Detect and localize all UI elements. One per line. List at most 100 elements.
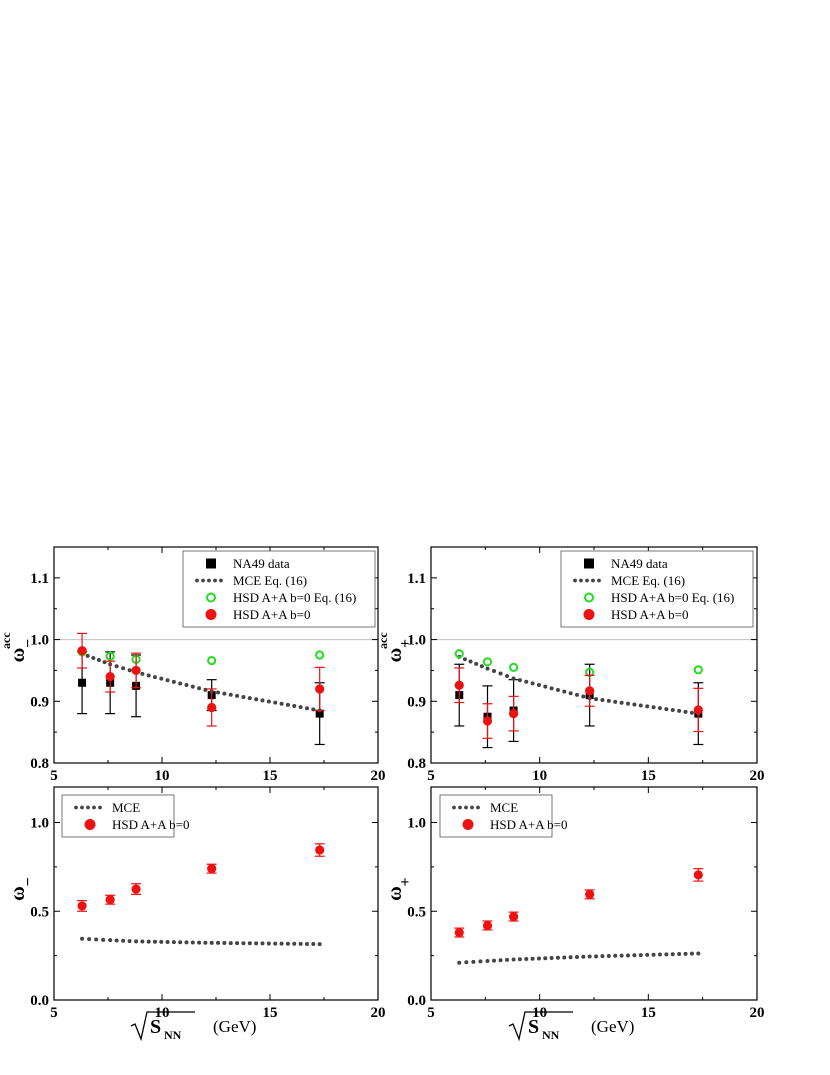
legend-item: NA49 data	[584, 556, 668, 571]
y-axis-label-sub: +	[397, 639, 414, 648]
data-point-filled-circle	[454, 680, 464, 690]
data-point-filled-circle	[585, 889, 595, 899]
mce-dot	[632, 953, 637, 958]
mce-dot	[241, 695, 246, 700]
mce-dot	[574, 955, 579, 960]
mce-dot	[632, 702, 637, 707]
mce-dot	[549, 956, 554, 961]
series-hsd-a-a-b-0-eq-16-	[454, 649, 703, 677]
legend-marker-dot	[80, 805, 84, 810]
y-tick-label: 1.0	[407, 633, 426, 649]
mce-dot	[664, 707, 669, 712]
legend-marker-dot	[476, 805, 480, 810]
mce-dot	[492, 669, 497, 674]
x-tick-label: 15	[641, 768, 656, 784]
mce-dot	[101, 937, 106, 942]
legend-item: HSD A+A b=0 Eq. (16)	[584, 590, 734, 605]
mce-dot	[606, 698, 611, 703]
mce-dot	[91, 655, 96, 660]
mce-dot	[317, 942, 322, 947]
mce-dot	[524, 679, 529, 684]
legend-label: MCE Eq. (16)	[233, 573, 307, 588]
series-na49-data	[77, 651, 325, 746]
mce-dot	[216, 940, 221, 945]
mce-dot	[664, 952, 669, 957]
mce-dot	[457, 960, 462, 965]
y-tick-label: 0.0	[407, 993, 426, 1009]
mce-dot	[266, 699, 271, 704]
legend-label: HSD A+A b=0	[611, 607, 689, 622]
mce-dot	[536, 683, 541, 688]
mce-dot	[285, 941, 290, 946]
data-point-open-circle	[315, 650, 325, 660]
mce-dot	[485, 666, 490, 671]
data-point-filled-circle	[315, 684, 325, 694]
legend-label: MCE	[112, 800, 140, 815]
y-axis-label-sub: +	[397, 877, 414, 886]
mce-dot	[247, 941, 252, 946]
legend-marker-dot	[219, 578, 223, 583]
legend-label: HSD A+A b=0	[112, 817, 190, 832]
legend-marker-dot	[579, 578, 583, 583]
data-point-filled-circle	[693, 705, 703, 715]
mce-dot	[260, 698, 265, 703]
mce-dot	[498, 671, 503, 676]
mce-dot	[134, 939, 139, 944]
data-point-square	[78, 678, 87, 687]
legend-item: MCE	[452, 800, 518, 815]
data-point-filled-circle	[482, 716, 493, 726]
x-tick-label: 5	[50, 1005, 58, 1021]
mce-dot	[581, 954, 586, 959]
x-label-unit: (GeV)	[591, 1017, 634, 1036]
mce-dot	[462, 657, 467, 662]
y-tick-label: 1.1	[30, 571, 49, 587]
mce-dot	[165, 678, 170, 683]
data-point-open-circle	[454, 649, 464, 659]
y-axis-label-sub: −	[20, 877, 37, 886]
mce-dot	[581, 694, 586, 699]
mce-dot	[492, 958, 497, 963]
mce-dot	[683, 951, 688, 956]
mce-dot	[152, 675, 157, 680]
series-mce-eq-16-	[457, 654, 701, 716]
x-tick-label: 20	[750, 768, 765, 784]
y-axis-label-sub: −	[20, 639, 37, 648]
mce-dot	[114, 938, 119, 943]
x-tick-label: 10	[532, 1005, 547, 1021]
data-point-filled-circle	[105, 672, 115, 682]
y-tick-label: 0.9	[407, 694, 426, 710]
mce-dot	[543, 956, 548, 961]
mce-dot	[190, 940, 195, 945]
y-axis-label-sup: acc	[376, 632, 390, 649]
data-point-open-circle	[105, 651, 115, 661]
legend-marker-filled-circle	[84, 819, 96, 830]
mce-dot	[530, 956, 535, 961]
mce-dot	[190, 684, 195, 689]
mce-dot	[203, 687, 208, 692]
mce-dot	[677, 952, 682, 957]
mce-dot	[140, 671, 145, 676]
mce-dot	[498, 958, 503, 963]
mce-dot	[285, 702, 290, 707]
series-hsd-a-a-b-0	[454, 667, 704, 739]
mce-dot	[505, 673, 510, 678]
mce-dot	[94, 937, 99, 942]
mce-dot	[203, 940, 208, 945]
data-point-filled-circle	[693, 870, 703, 880]
mce-dot	[197, 686, 202, 691]
mce-dot	[657, 952, 662, 957]
mce-dot	[479, 664, 484, 669]
mce-dot	[260, 941, 265, 946]
mce-dot	[247, 696, 252, 701]
x-tick-label: 5	[50, 768, 58, 784]
y-axis-label-omega: ω	[7, 648, 29, 663]
mce-dot	[530, 681, 535, 686]
mce-dot	[216, 690, 221, 695]
data-point-square	[315, 709, 324, 718]
legend: NA49 data MCE Eq. (16) HSD A+A b=0 Eq. (16…	[182, 550, 376, 628]
data-point-filled-circle	[131, 665, 141, 676]
mce-dot	[645, 952, 650, 957]
y-tick-label: 1.0	[407, 816, 426, 832]
